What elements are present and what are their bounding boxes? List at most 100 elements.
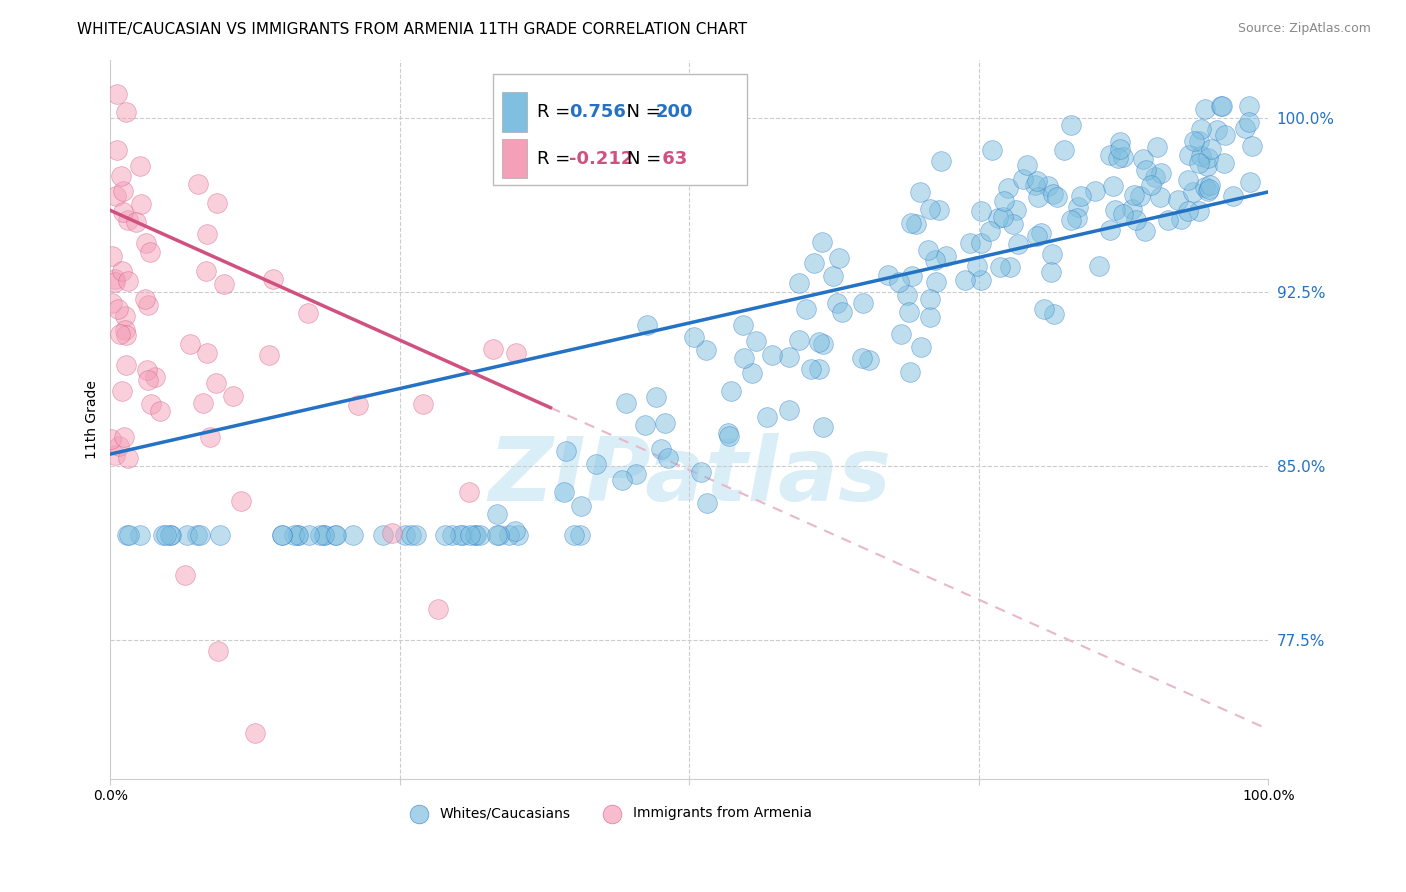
Legend: Whites/Caucasians, Immigrants from Armenia: Whites/Caucasians, Immigrants from Armen… — [399, 801, 817, 826]
Point — [1067, 200, 1090, 214]
Point — [222, 389, 245, 403]
Point — [825, 296, 848, 310]
Point — [953, 273, 976, 287]
Point — [1197, 151, 1219, 165]
Point — [195, 227, 218, 242]
Point — [890, 326, 912, 341]
Point — [1149, 190, 1171, 204]
Point — [1066, 211, 1088, 225]
Point — [1129, 189, 1152, 203]
Point — [100, 432, 122, 446]
Text: WHITE/CAUCASIAN VS IMMIGRANTS FROM ARMENIA 11TH GRADE CORRELATION CHART: WHITE/CAUCASIAN VS IMMIGRANTS FROM ARMEN… — [77, 22, 748, 37]
Point — [1102, 179, 1125, 194]
Point — [503, 524, 526, 539]
Point — [1213, 156, 1236, 170]
Point — [1239, 175, 1261, 189]
Point — [1025, 229, 1047, 244]
Point — [342, 528, 364, 542]
Point — [152, 528, 174, 542]
Point — [110, 326, 132, 341]
Point — [1060, 213, 1083, 227]
Point — [811, 337, 834, 351]
Point — [312, 528, 335, 542]
Point — [811, 420, 834, 434]
Point — [129, 197, 152, 211]
Point — [733, 318, 755, 332]
Point — [970, 272, 993, 286]
Point — [1070, 189, 1092, 203]
Text: ZIPatlas: ZIPatlas — [488, 434, 891, 520]
Point — [134, 292, 156, 306]
Point — [104, 271, 127, 285]
Point — [966, 259, 988, 273]
Point — [287, 528, 309, 542]
Point — [807, 362, 830, 376]
Point — [1036, 179, 1059, 194]
Point — [733, 351, 755, 365]
Text: Source: ZipAtlas.com: Source: ZipAtlas.com — [1237, 22, 1371, 36]
Point — [1189, 122, 1212, 136]
Point — [212, 277, 235, 292]
Point — [412, 397, 434, 411]
Point — [117, 274, 139, 288]
Point — [1188, 134, 1211, 148]
Point — [1007, 237, 1029, 252]
Point — [209, 528, 232, 542]
Point — [821, 268, 844, 283]
Point — [898, 365, 921, 379]
Point — [553, 485, 575, 500]
Point — [1177, 173, 1199, 187]
Point — [876, 268, 898, 283]
Point — [191, 396, 214, 410]
Point — [778, 350, 800, 364]
Point — [740, 366, 762, 380]
Point — [194, 264, 217, 278]
Point — [717, 425, 740, 440]
Point — [159, 528, 181, 542]
Point — [761, 348, 783, 362]
Point — [1167, 193, 1189, 207]
Point — [160, 528, 183, 542]
Point — [468, 528, 491, 542]
Text: N =: N = — [616, 103, 666, 120]
Point — [114, 323, 136, 337]
Point — [720, 384, 742, 399]
Point — [143, 369, 166, 384]
Point — [1211, 99, 1233, 113]
Point — [506, 528, 529, 542]
Point — [997, 181, 1019, 195]
Point — [405, 528, 427, 542]
Point — [920, 292, 942, 306]
Y-axis label: 11th Grade: 11th Grade — [86, 380, 100, 458]
Point — [1087, 259, 1109, 273]
Point — [243, 725, 266, 739]
Point — [925, 275, 948, 289]
Point — [610, 473, 633, 487]
Point — [485, 528, 508, 542]
Point — [1046, 190, 1069, 204]
Point — [112, 184, 135, 198]
Point — [1011, 172, 1033, 186]
Text: R =: R = — [537, 103, 575, 120]
Point — [1043, 307, 1066, 321]
Point — [314, 528, 336, 542]
Point — [1150, 166, 1173, 180]
Point — [1112, 207, 1135, 221]
Point — [1199, 142, 1222, 156]
Point — [111, 384, 134, 399]
Point — [1182, 134, 1205, 148]
Point — [998, 260, 1021, 275]
Point — [118, 528, 141, 542]
Point — [1024, 178, 1046, 192]
Point — [745, 334, 768, 348]
Point — [1017, 158, 1039, 172]
Point — [485, 508, 508, 522]
Point — [101, 296, 124, 310]
Point — [650, 442, 672, 457]
Point — [901, 268, 924, 283]
Point — [104, 275, 127, 289]
Point — [910, 340, 932, 354]
Point — [991, 210, 1014, 224]
Point — [297, 306, 319, 320]
Point — [634, 417, 657, 432]
